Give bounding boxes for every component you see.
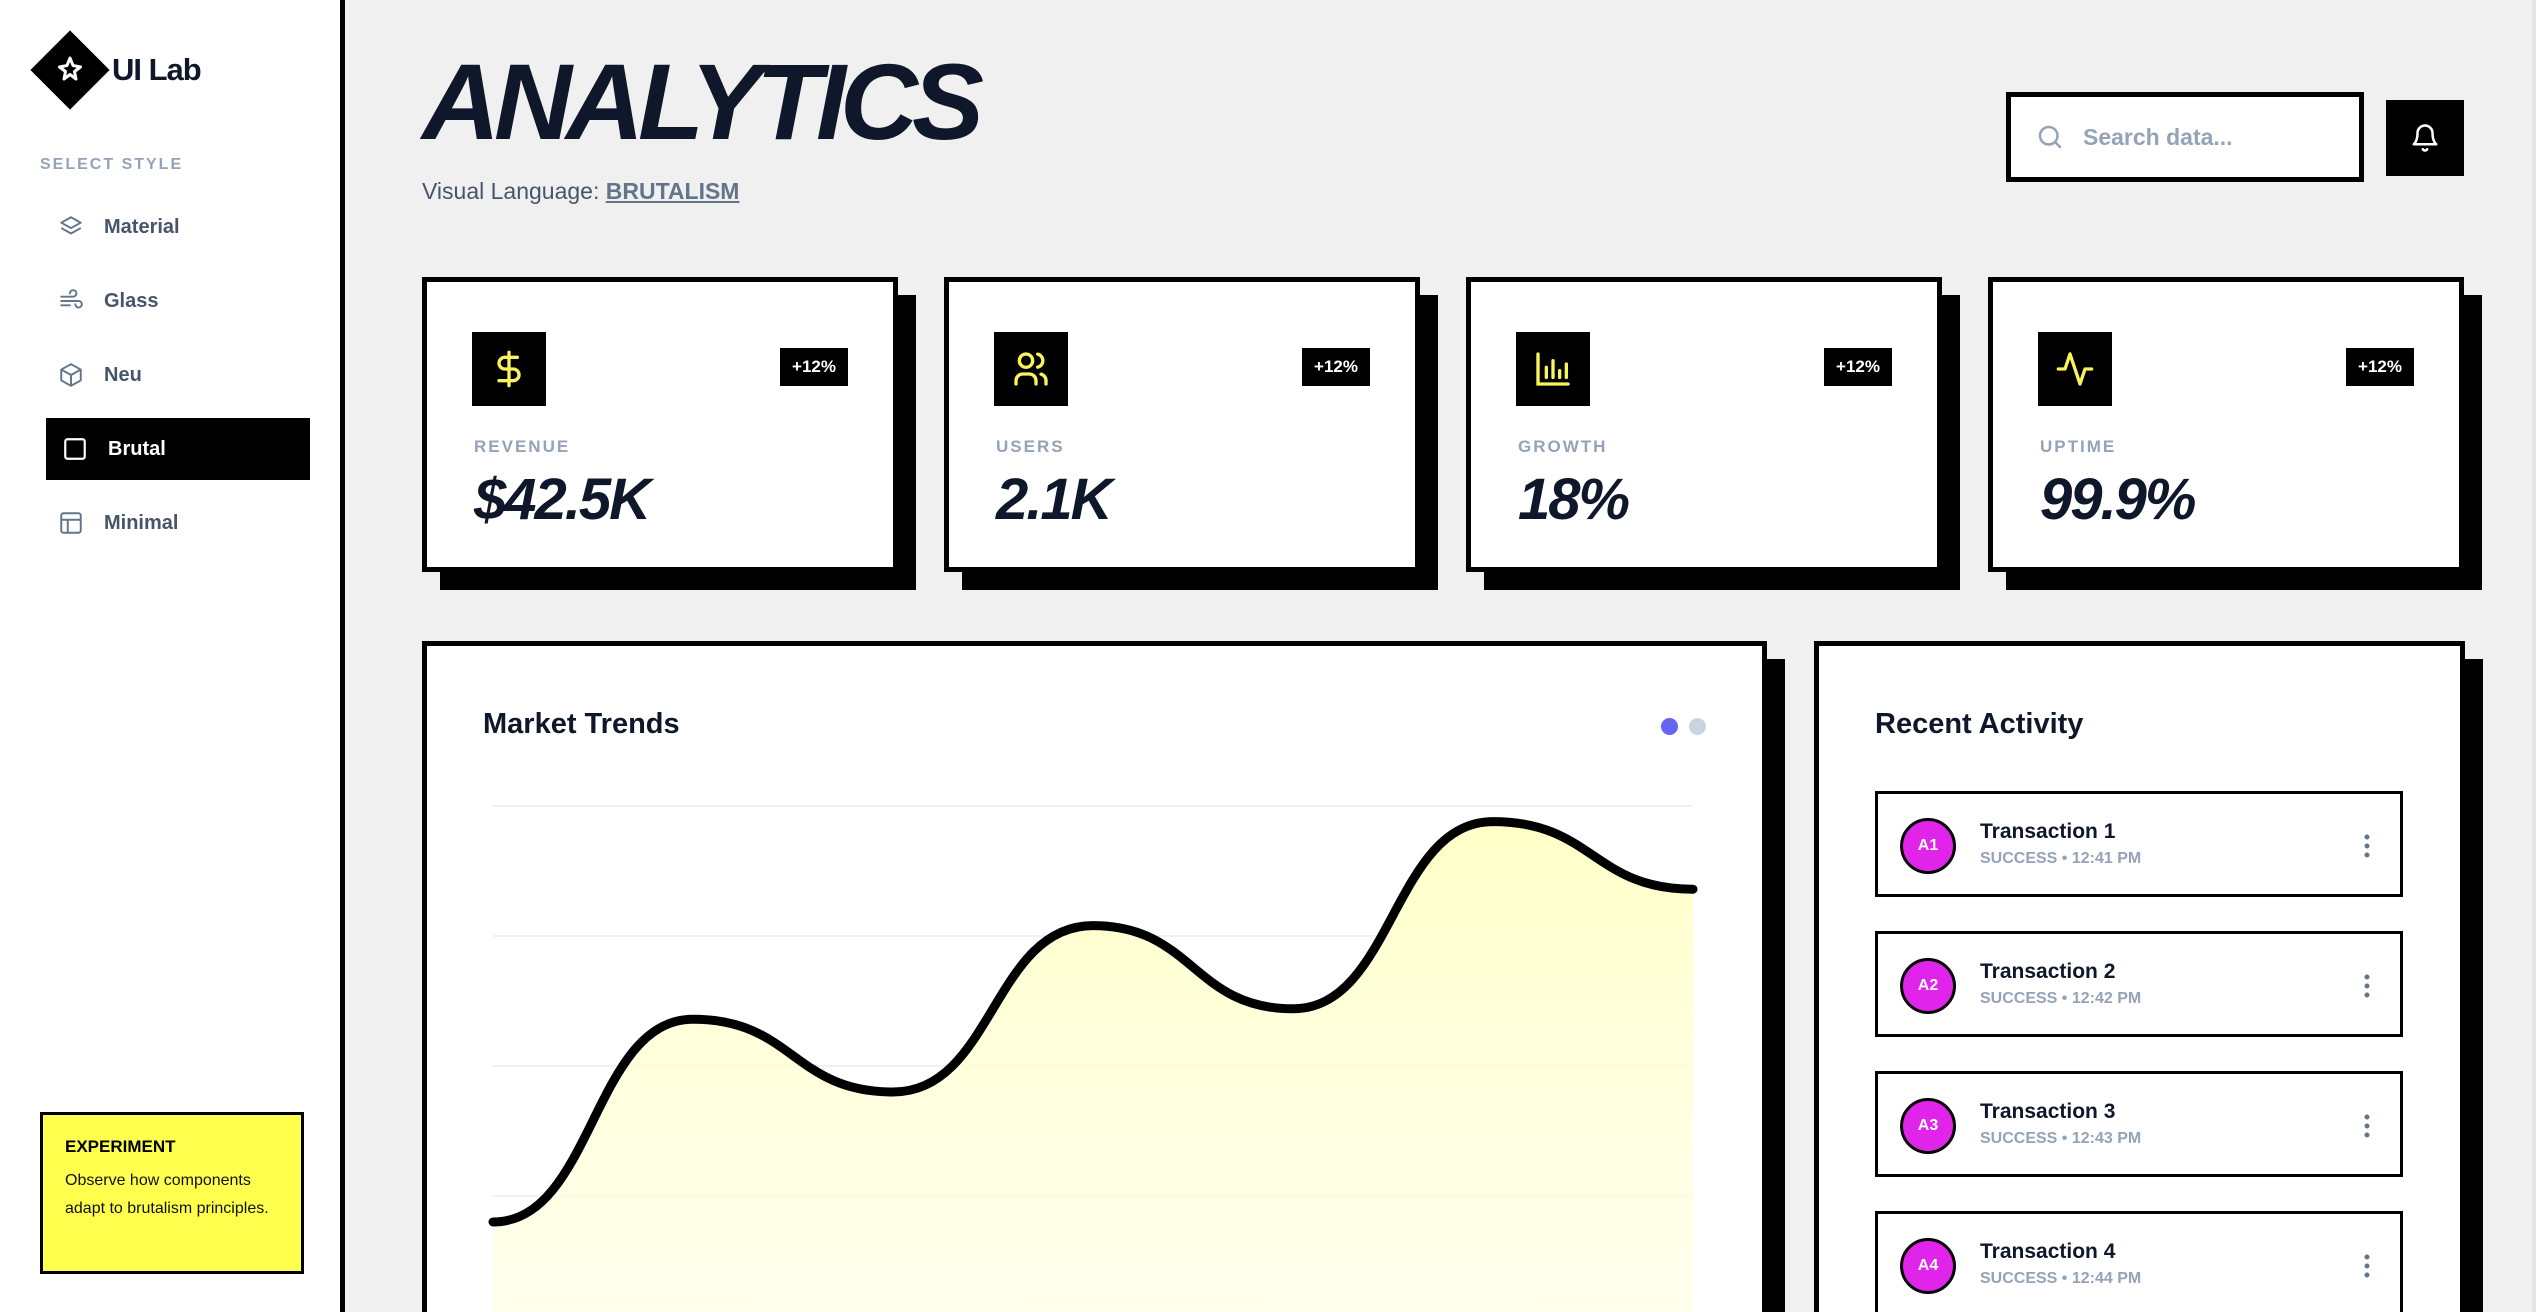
experiment-body: Observe how components adapt to brutalis…: [65, 1172, 269, 1217]
nav-item-label: Material: [104, 215, 180, 238]
stat-label: USERS: [996, 437, 1065, 456]
app-name: UI Lab: [112, 52, 202, 87]
avatar: A3: [1900, 1098, 1956, 1154]
page-subtitle: Visual Language: BRUTALISM: [422, 178, 739, 205]
stat-value: 18%: [1518, 467, 1630, 532]
scrollbar-track[interactable]: [2532, 0, 2536, 1312]
stat-value: $42.5K: [474, 467, 651, 532]
more-vertical-icon[interactable]: [2362, 1112, 2372, 1140]
stat-card-revenue[interactable]: +12% REVENUE $42.5K: [422, 277, 898, 572]
style-nav: Material Glass Neu Brutal Minimal: [46, 196, 310, 566]
avatar: A2: [1900, 958, 1956, 1014]
activity-icon: [2038, 332, 2112, 406]
search-input[interactable]: [2083, 123, 2343, 151]
stat-label: UPTIME: [2040, 437, 2117, 456]
list-item[interactable]: A3 Transaction 3 SUCCESS • 12:43 PM: [1875, 1071, 2403, 1177]
bell-icon: [2412, 124, 2438, 152]
more-vertical-icon[interactable]: [2362, 972, 2372, 1000]
stat-card-uptime[interactable]: +12% UPTIME 99.9%: [1988, 277, 2464, 572]
nav-item-neu[interactable]: Neu: [46, 344, 310, 406]
stat-value: 99.9%: [2040, 467, 2196, 532]
nav-item-glass[interactable]: Glass: [46, 270, 310, 332]
activity-meta: SUCCESS • 12:41 PM: [1980, 850, 2142, 867]
stat-value: 2.1K: [996, 467, 1113, 532]
style-name-link[interactable]: BRUTALISM: [605, 178, 740, 204]
section-label: SELECT STYLE: [40, 156, 184, 173]
layers-icon: [60, 216, 82, 235]
stat-card-users[interactable]: +12% USERS 2.1K: [944, 277, 1420, 572]
activity-name: Transaction 3: [1980, 1100, 2116, 1123]
chart-area: [493, 821, 1693, 1312]
activity-meta: SUCCESS • 12:43 PM: [1980, 1130, 2142, 1147]
stat-badge: +12%: [1824, 348, 1892, 386]
avatar: A1: [1900, 818, 1956, 874]
search-icon: [2038, 125, 2062, 149]
notifications-button[interactable]: [2386, 100, 2464, 176]
stat-label: REVENUE: [474, 437, 571, 456]
market-trends-card: Market Trends: [422, 641, 1767, 1312]
chart-title: Market Trends: [483, 708, 680, 740]
stat-card-growth[interactable]: +12% GROWTH 18%: [1466, 277, 1942, 572]
stat-badge: +12%: [1302, 348, 1370, 386]
nav-item-material[interactable]: Material: [46, 196, 310, 258]
users-icon: [994, 332, 1068, 406]
recent-activity-card: Recent Activity A1 Transaction 1 SUCCESS…: [1814, 641, 2465, 1312]
nav-item-label: Minimal: [104, 511, 179, 534]
activity-title: Recent Activity: [1875, 708, 2084, 740]
nav-item-minimal[interactable]: Minimal: [46, 492, 310, 554]
page-title: ANALYTICS: [422, 41, 984, 162]
chart-page-dot[interactable]: [1689, 718, 1706, 735]
layout-icon: [60, 512, 82, 534]
nav-item-brutal[interactable]: Brutal: [46, 418, 310, 480]
activity-list: A1 Transaction 1 SUCCESS • 12:41 PM A2 T…: [1875, 791, 2403, 1312]
list-item[interactable]: A1 Transaction 1 SUCCESS • 12:41 PM: [1875, 791, 2403, 897]
square-icon: [64, 438, 86, 460]
stat-badge: +12%: [780, 348, 848, 386]
nav-item-label: Glass: [104, 289, 159, 312]
sidebar: UI Lab SELECT STYLE Material Glass Neu B…: [0, 0, 345, 1312]
activity-name: Transaction 2: [1980, 960, 2116, 983]
box-icon: [60, 363, 82, 387]
activity-meta: SUCCESS • 12:42 PM: [1980, 990, 2142, 1007]
nav-item-label: Brutal: [108, 437, 166, 460]
market-trends-chart: [488, 805, 1698, 1312]
stat-badge: +12%: [2346, 348, 2414, 386]
logo[interactable]: UI Lab: [30, 30, 202, 110]
more-vertical-icon[interactable]: [2362, 1252, 2372, 1280]
activity-name: Transaction 4: [1980, 1240, 2116, 1263]
more-vertical-icon[interactable]: [2362, 832, 2372, 860]
search-box[interactable]: [2006, 92, 2364, 182]
subtitle-prefix: Visual Language:: [422, 178, 600, 204]
avatar: A4: [1900, 1238, 1956, 1294]
activity-name: Transaction 1: [1980, 820, 2116, 843]
chart-page-dot-active[interactable]: [1661, 718, 1678, 735]
bar-chart-icon: [1516, 332, 1590, 406]
wind-icon: [60, 289, 83, 309]
list-item[interactable]: A2 Transaction 2 SUCCESS • 12:42 PM: [1875, 931, 2403, 1037]
experiment-title: EXPERIMENT: [65, 1137, 176, 1156]
nav-item-label: Neu: [104, 363, 142, 386]
activity-meta: SUCCESS • 12:44 PM: [1980, 1270, 2142, 1287]
chart-line: [488, 817, 1698, 1227]
logo-icon: [30, 30, 110, 110]
list-item[interactable]: A4 Transaction 4 SUCCESS • 12:44 PM: [1875, 1211, 2403, 1312]
dollar-icon: [472, 332, 546, 406]
experiment-note: EXPERIMENT Observe how components adapt …: [40, 1112, 304, 1274]
stat-label: GROWTH: [1518, 437, 1608, 456]
